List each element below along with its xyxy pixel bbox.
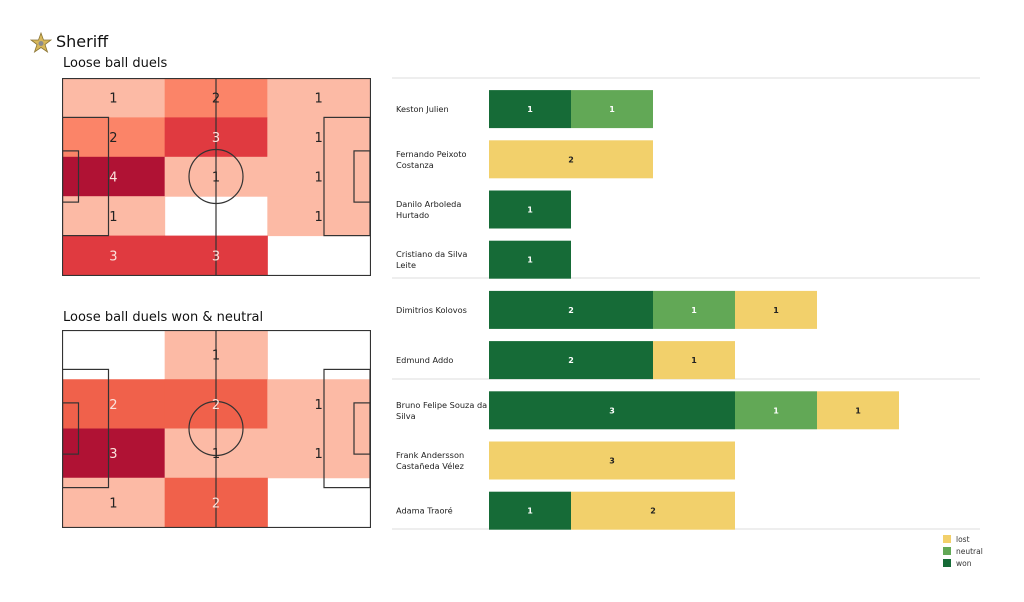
heatmap-cell [267, 78, 371, 118]
left-six-yard-box [62, 402, 80, 455]
heatmap-cell [62, 379, 166, 429]
heatmap-value: 1 [315, 171, 323, 186]
bar-segment-lost [571, 491, 735, 530]
bar-value-label: 1 [527, 507, 533, 516]
heatmap-cell [267, 428, 371, 479]
legend-swatch-lost [943, 535, 951, 543]
center-circle [188, 148, 244, 205]
heatmap-value: 2 [212, 398, 220, 413]
heatmap-cell [267, 196, 371, 237]
bar-value-label: 1 [609, 105, 615, 114]
heatmap-cell [62, 78, 166, 118]
heatmap-value: 1 [315, 398, 323, 413]
heatmap-value: 4 [109, 171, 117, 186]
heatmap-value: 2 [109, 131, 117, 146]
team-name: Sheriff [56, 32, 109, 51]
heatmap-cell [267, 379, 371, 429]
pitch-heatmap-won-neutral: 1 2 2 1 3 1 1 1 2 [62, 330, 371, 528]
heatmap-value: 3 [212, 131, 220, 146]
heatmap-value: 1 [212, 447, 220, 462]
heatmap-value: 3 [109, 249, 117, 264]
bar-segment-won [489, 290, 653, 329]
bar-value-label: 3 [609, 406, 615, 415]
heatmap-title-all: Loose ball duels [63, 56, 168, 71]
heatmap-value: 1 [109, 92, 117, 107]
bar-segment-won [489, 391, 735, 430]
bar-segment-lost [735, 290, 817, 329]
bar-segment-lost [489, 441, 735, 480]
player-name-label: Dimitrios Kolovos [396, 305, 467, 315]
player-name-label: Danilo Arboleda Hurtado [396, 199, 461, 220]
bar-value-label: 2 [650, 507, 656, 516]
bar-segment-lost [817, 391, 899, 430]
heatmap-value: 1 [315, 92, 323, 107]
heatmap-cell [62, 235, 166, 276]
player-name-label: Edmund Addo [396, 355, 453, 365]
player-name-label: Fernando Peixoto Costanza [396, 149, 467, 170]
bar-segment-won [489, 341, 653, 380]
bar-segment-won [489, 90, 571, 129]
bar-value-label: 1 [527, 256, 533, 265]
bar-segment-won [489, 491, 571, 530]
bar-value-label: 1 [691, 306, 697, 315]
legend-label-lost: lost [956, 535, 970, 544]
heatmap-value: 2 [212, 92, 220, 107]
heatmap-cell [267, 117, 371, 158]
bar-value-label: 1 [773, 406, 779, 415]
heatmap-value: 2 [109, 398, 117, 413]
bar-value-label: 1 [691, 356, 697, 365]
heatmap-value: 1 [315, 131, 323, 146]
heatmap-value: 1 [315, 210, 323, 225]
player-name-label: Adama Traoré [396, 506, 453, 516]
bar-value-label: 2 [568, 306, 574, 315]
player-name-label: Frank Andersson Castañeda Vélez [396, 450, 464, 471]
sheriff-star-logo [30, 32, 52, 54]
bar-value-label: 1 [855, 406, 861, 415]
bar-segment-neutral [735, 391, 817, 430]
heatmap-cell [267, 156, 371, 197]
heatmap-value: 3 [212, 249, 220, 264]
right-six-yard-box [353, 150, 371, 203]
left-six-yard-box [62, 150, 80, 203]
legend-label-neutral: neutral [956, 547, 983, 556]
bar-value-label: 2 [568, 155, 574, 164]
bar-value-label: 2 [568, 356, 574, 365]
heatmap-cell [62, 196, 166, 237]
heatmap-value: 1 [315, 447, 323, 462]
legend-swatch-neutral [943, 547, 951, 555]
right-six-yard-box [353, 402, 371, 455]
bar-value-label: 1 [773, 306, 779, 315]
legend-swatch-won [943, 559, 951, 567]
center-circle [188, 400, 244, 457]
bar-value-label: 1 [527, 206, 533, 215]
legend-label-won: won [956, 559, 972, 568]
bar-value-label: 3 [609, 457, 615, 466]
player-name-label: Cristiano da Silva Leite [396, 249, 467, 270]
bar-segment-lost [489, 140, 653, 179]
bar-value-label: 1 [527, 105, 533, 114]
heatmap-cell [62, 156, 166, 197]
heatmap-value: 2 [212, 496, 220, 511]
bar-segment-won [489, 240, 571, 279]
bar-segment-lost [653, 341, 735, 380]
heatmap-value: 1 [109, 210, 117, 225]
heatmap-value: 1 [212, 349, 220, 364]
bar-segment-won [489, 190, 571, 229]
heatmap-value: 1 [109, 496, 117, 511]
heatmap-value: 1 [212, 171, 220, 186]
bar-segment-neutral [571, 90, 653, 129]
bar-segment-neutral [653, 290, 735, 329]
player-name-label: Bruno Felipe Souza da Silva [396, 400, 487, 421]
heatmap-title-won-neutral: Loose ball duels won & neutral [63, 310, 264, 325]
pitch-heatmap-all: 1 2 1 2 3 1 4 1 1 1 1 3 3 [62, 78, 371, 276]
heatmap-cell [62, 428, 166, 479]
heatmap-value: 3 [109, 447, 117, 462]
heatmap-cell [62, 477, 166, 528]
heatmap-cell [62, 117, 166, 158]
player-duels-bar-chart: Keston Julien 1 1 Fernando Peixoto Costanza 2… [392, 77, 983, 568]
player-name-label: Keston Julien [396, 104, 449, 114]
